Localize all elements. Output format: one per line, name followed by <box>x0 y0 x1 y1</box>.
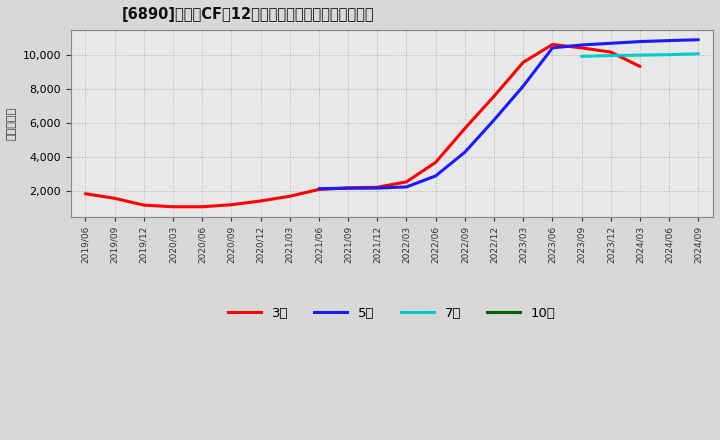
Text: [6890]　営業CFだ12か月移動合計の標準偏差の推移: [6890] 営業CFだ12か月移動合計の標準偏差の推移 <box>122 7 374 22</box>
Y-axis label: （百万円）: （百万円） <box>7 107 17 140</box>
Legend: 3年, 5年, 7年, 10年: 3年, 5年, 7年, 10年 <box>222 301 561 325</box>
